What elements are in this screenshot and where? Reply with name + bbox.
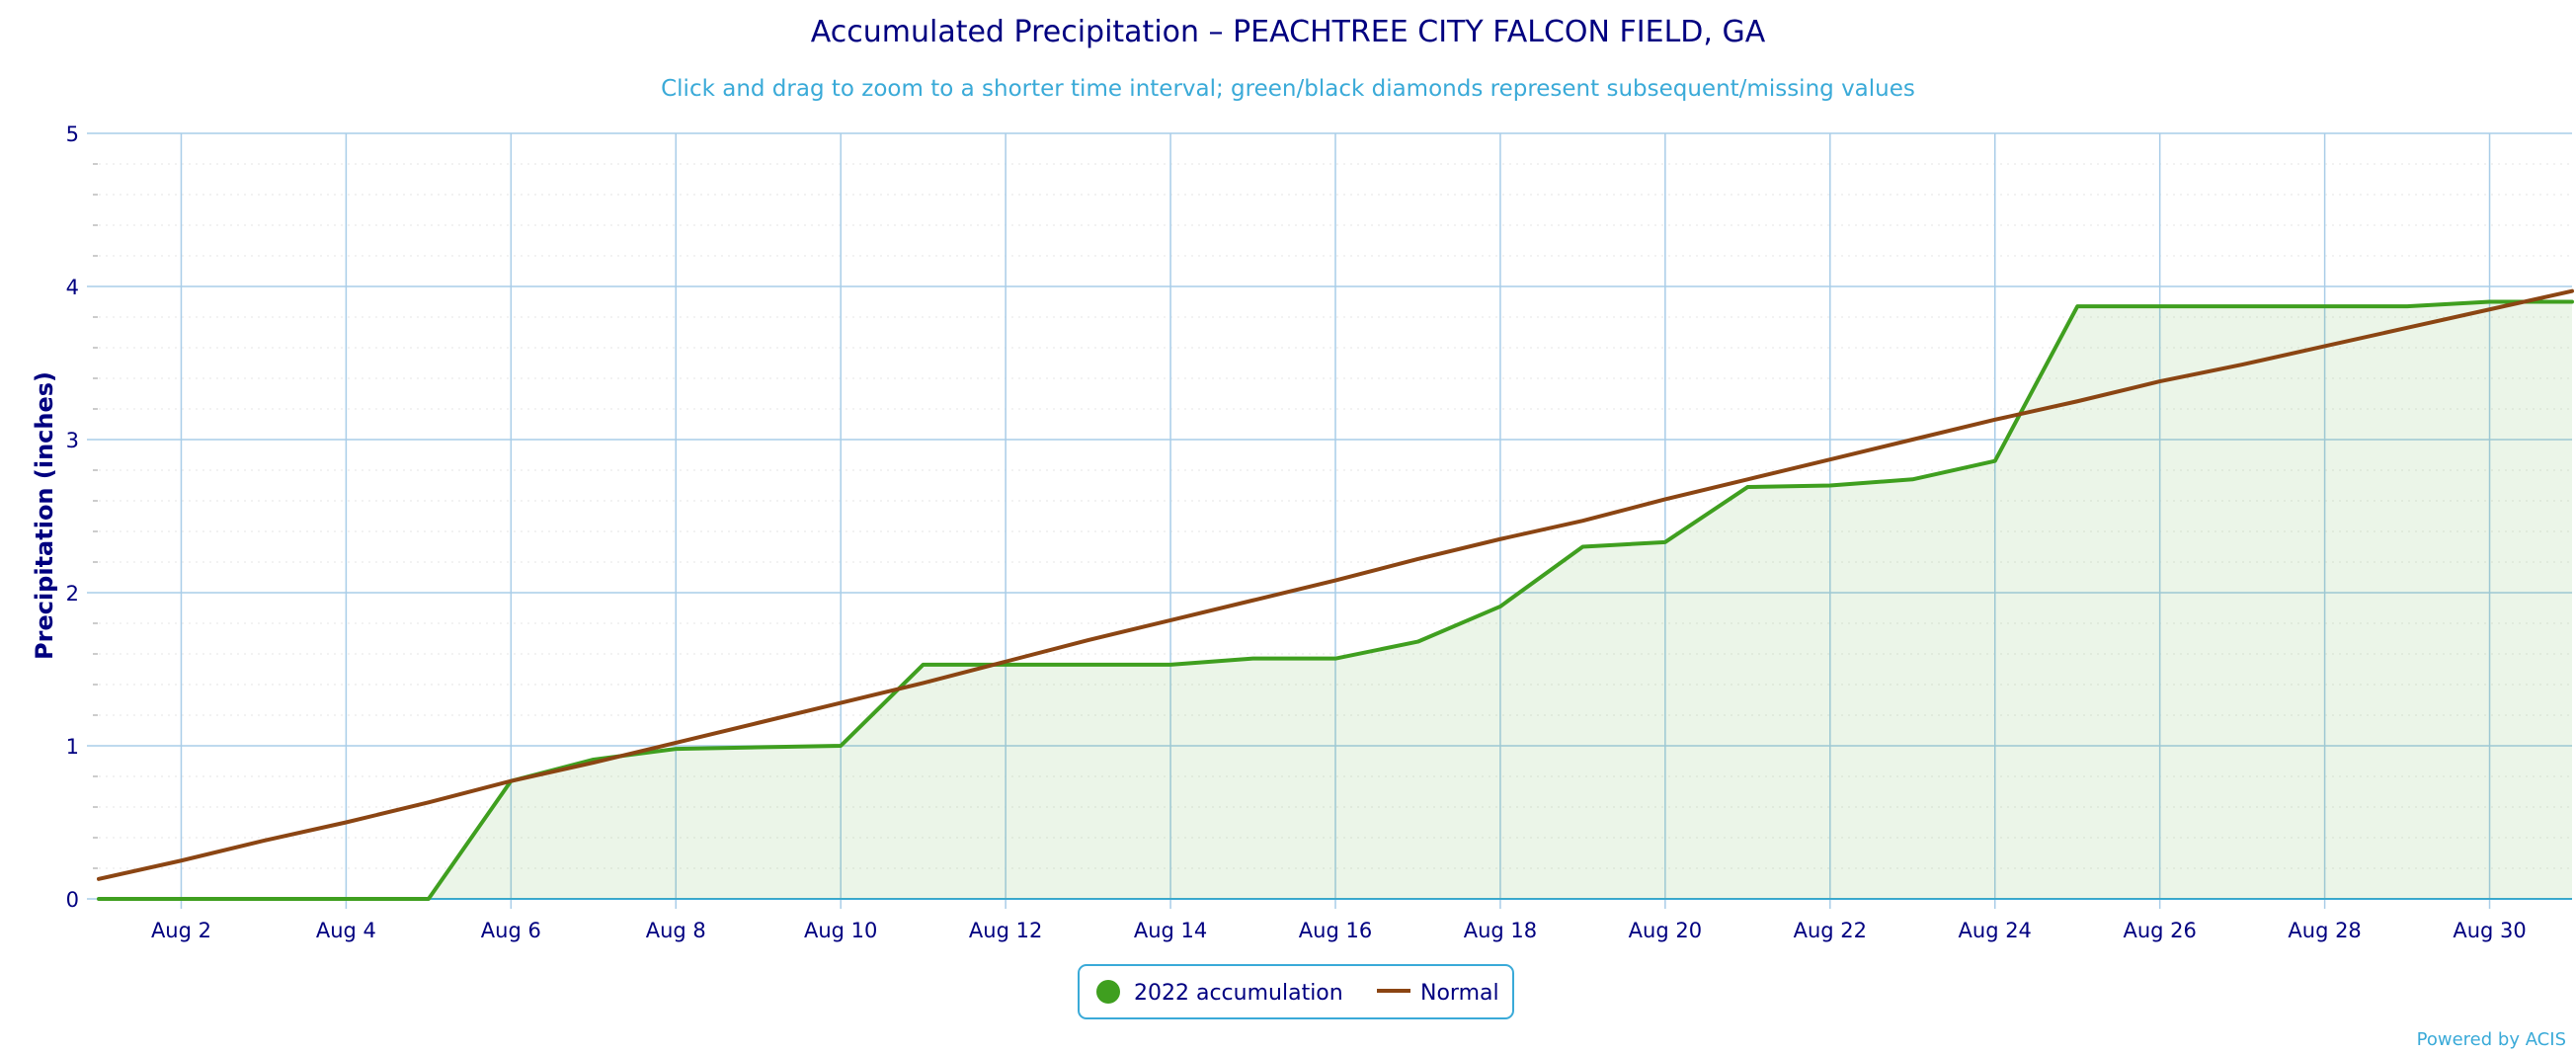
series-line-1	[97, 288, 2574, 881]
x-tick-label: Aug 2	[151, 919, 211, 942]
x-tick-label: Aug 20	[1629, 919, 1702, 942]
chart-subtitle: Click and drag to zoom to a shorter time…	[661, 76, 1915, 102]
legend-label-accumulation: 2022 accumulation	[1134, 981, 1343, 1006]
x-tick-label: Aug 26	[2123, 919, 2196, 942]
circle-marker-icon	[1096, 980, 1120, 1004]
y-tick-label: 3	[66, 429, 79, 452]
x-tick-label: Aug 10	[804, 919, 877, 942]
y-tick-label: 2	[66, 582, 79, 606]
y-tick-label: 1	[66, 735, 79, 759]
legend-box	[1078, 964, 1514, 1019]
x-tick-label: Aug 8	[646, 919, 706, 942]
x-tick-label: Aug 24	[1959, 919, 2032, 942]
legend-item-accumulation[interactable]: 2022 accumulation	[1096, 980, 1343, 1006]
x-axis: Aug 2 Aug 4 Aug 6 Aug 8 Aug 10 Aug 12 Aug 14 Au…	[151, 919, 2527, 942]
y-grid	[87, 132, 2572, 900]
y-tick-label: 5	[66, 122, 79, 146]
y-tick-label: 4	[66, 276, 79, 299]
x-grid	[180, 133, 2491, 909]
x-tick-label: Aug 18	[1464, 919, 1537, 942]
legend-label-normal: Normal	[1420, 981, 1499, 1006]
legend-item-normal[interactable]: Normal	[1377, 981, 1499, 1006]
y-axis: 0 1 2 3 4 5	[66, 122, 79, 912]
credits-link[interactable]: Powered by ACIS	[2417, 1029, 2566, 1050]
x-tick-label: Aug 14	[1134, 919, 1207, 942]
x-tick-label: Aug 30	[2453, 919, 2526, 942]
x-tick-label: Aug 6	[481, 919, 541, 942]
x-tick-label: Aug 28	[2288, 919, 2361, 942]
y-tick-label: 0	[66, 888, 79, 912]
x-tick-label: Aug 4	[316, 919, 376, 942]
chart-title: Accumulated Precipitation – PEACHTREE CI…	[811, 15, 1766, 49]
x-tick-label: Aug 22	[1794, 919, 1867, 942]
legend[interactable]: 2022 accumulation Normal	[1078, 964, 1514, 1019]
series-layer	[97, 288, 2574, 901]
x-tick-label: Aug 12	[969, 919, 1042, 942]
y-axis-label: Precipitation (inches)	[31, 371, 58, 660]
x-tick-label: Aug 16	[1299, 919, 1372, 942]
